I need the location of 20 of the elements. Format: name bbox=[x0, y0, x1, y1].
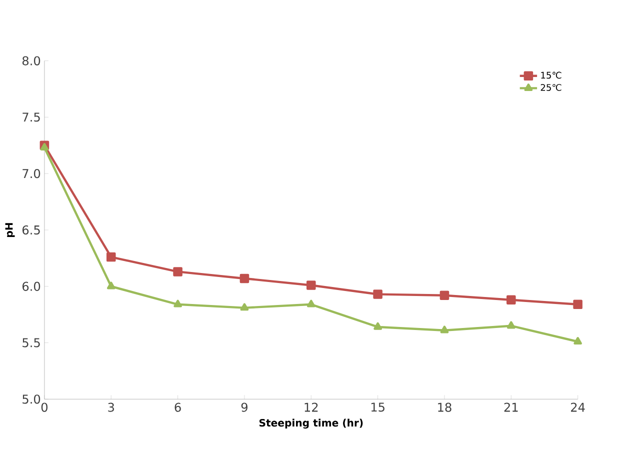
x-tick-label: 21 bbox=[504, 402, 518, 412]
y-tick-label: 7.0 bbox=[22, 168, 40, 178]
x-tick-label: 0 bbox=[41, 402, 48, 412]
legend-label: 25℃ bbox=[540, 84, 562, 91]
legend-label: 15℃ bbox=[541, 72, 562, 79]
x-tick-label: 24 bbox=[571, 402, 585, 412]
x-tick-label: 3 bbox=[108, 402, 114, 412]
x-tick-label: 6 bbox=[174, 402, 181, 412]
x-axis-title: Steeping time (hr) bbox=[259, 418, 363, 429]
y-axis-title: pH bbox=[5, 223, 15, 237]
y-tick-label: 8.0 bbox=[22, 56, 40, 66]
y-tick-label: 6.5 bbox=[22, 225, 40, 235]
y-tick-label: 5.5 bbox=[22, 338, 40, 348]
x-tick-label: 15 bbox=[371, 402, 384, 412]
y-tick-label: 5.0 bbox=[22, 394, 40, 404]
y-tick-label: 6.0 bbox=[22, 282, 40, 291]
x-tick-label: 12 bbox=[304, 402, 318, 412]
x-tick-label: 18 bbox=[438, 402, 452, 412]
x-tick-label: 9 bbox=[241, 402, 248, 412]
y-tick-label: 7.5 bbox=[22, 112, 40, 122]
